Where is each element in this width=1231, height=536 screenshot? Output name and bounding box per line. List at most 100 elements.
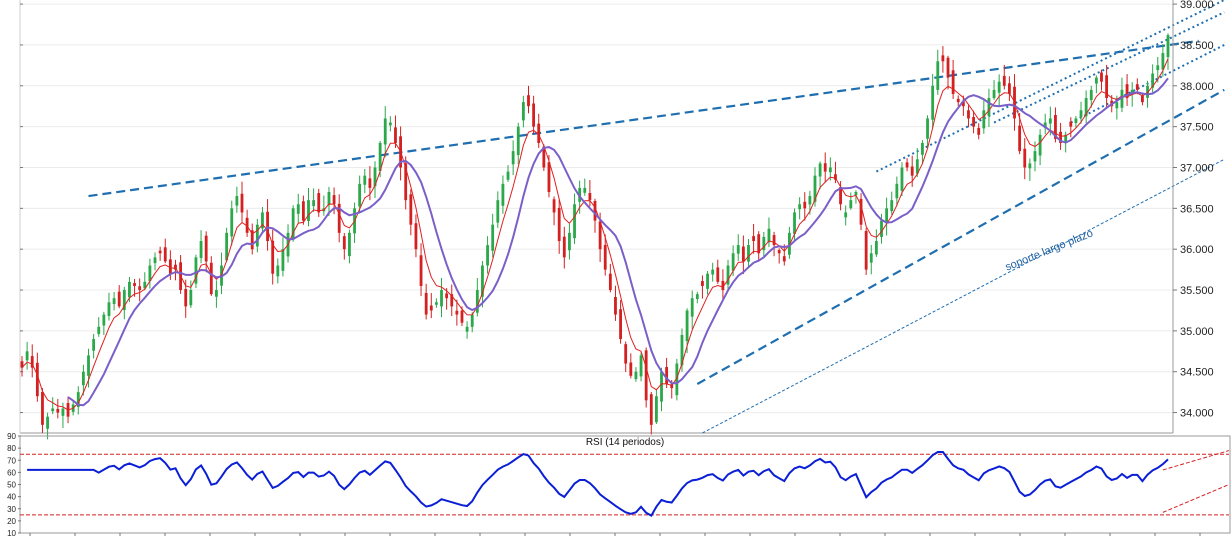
candle-body	[158, 250, 162, 254]
candle-body	[547, 162, 551, 192]
candle-body	[711, 269, 715, 275]
rsi-tick-label: 50	[7, 481, 16, 490]
candle-body	[629, 362, 633, 376]
candle-body	[537, 123, 541, 143]
candle-body	[215, 290, 218, 297]
candle-body	[404, 163, 408, 201]
candle-body	[516, 126, 520, 156]
candle-body	[649, 394, 653, 425]
candle-body	[992, 89, 996, 99]
candle-body	[455, 310, 459, 315]
trendline-5	[702, 158, 1225, 434]
candle-body	[573, 204, 576, 239]
rsi-tick-label: 40	[7, 493, 16, 502]
candle-body	[839, 187, 842, 205]
candle-body	[1115, 102, 1119, 109]
candle-body	[348, 232, 351, 257]
candle-body	[921, 142, 924, 155]
ema-fast-line	[21, 58, 1169, 411]
trendline-1	[696, 88, 1225, 385]
candle-body	[327, 191, 331, 205]
candle-body	[675, 363, 679, 396]
candle-body	[752, 236, 756, 242]
candle-body	[731, 253, 735, 271]
candle-body	[1023, 148, 1027, 168]
candle-body	[424, 292, 428, 315]
candle-body	[225, 232, 229, 261]
price-tick-label: 35.000	[1180, 326, 1214, 338]
candle-body	[148, 265, 152, 282]
candle-body	[624, 344, 628, 364]
candle-body	[1125, 84, 1129, 99]
candle-body	[255, 224, 259, 247]
candle-body	[199, 241, 203, 259]
candle-body	[1074, 118, 1078, 123]
candle-body	[1033, 151, 1037, 162]
candle-body	[240, 193, 244, 213]
candle-body	[834, 174, 837, 180]
price-tick-label: 36.500	[1180, 203, 1214, 215]
candle-body	[281, 249, 285, 271]
candle-body	[552, 199, 556, 213]
annotations: soporte largo plazo	[1004, 227, 1095, 273]
candle-body	[230, 208, 234, 237]
candle-body	[588, 193, 592, 201]
candle-body	[608, 273, 612, 291]
rsi-line	[27, 451, 1169, 517]
candle-body	[97, 326, 101, 334]
rsi-frame	[19, 435, 1231, 534]
price-tick-label: 37.500	[1180, 122, 1214, 134]
candle-body	[946, 57, 950, 78]
candle-body	[905, 162, 909, 168]
candle-body	[967, 110, 970, 119]
candle-body	[1059, 131, 1062, 143]
candle-body	[1151, 73, 1155, 88]
main-grid	[19, 0, 1173, 434]
candle-body	[598, 221, 602, 250]
candle-body	[76, 392, 80, 408]
rsi-tick-label: 10	[7, 529, 16, 536]
candle-body	[977, 127, 981, 135]
candle-body	[808, 196, 812, 205]
candle-body	[107, 302, 111, 317]
candle-body	[869, 253, 873, 263]
candle-body	[491, 224, 495, 251]
candle-body	[168, 259, 172, 274]
rsi-tick-label: 70	[7, 456, 16, 465]
trendlines	[88, 0, 1225, 434]
candle-body	[496, 200, 500, 223]
candle-body	[721, 280, 725, 291]
candle-body	[634, 371, 638, 380]
candle-body	[854, 191, 858, 196]
candle-body	[910, 166, 914, 176]
candle-body	[874, 241, 878, 255]
candle-body	[1089, 89, 1093, 101]
candle-body	[1064, 134, 1068, 144]
candle-body	[706, 273, 709, 289]
candle-body	[332, 195, 336, 205]
candle-body	[987, 98, 991, 116]
candle-body	[235, 196, 239, 206]
rsi-tick-label: 80	[7, 444, 16, 453]
candle-body	[823, 163, 827, 172]
candle-body	[593, 200, 597, 221]
candle-body	[1028, 163, 1032, 169]
sma-slow-line	[67, 77, 1169, 407]
price-axis: 34.000 34.500 35.000 35.500 36.000 36.500 37.0…	[1172, 0, 1214, 433]
candle-body	[1043, 122, 1047, 129]
candle-body	[511, 151, 515, 165]
candle-body	[475, 290, 479, 313]
candle-body	[143, 281, 147, 289]
candle-body	[757, 234, 761, 254]
candle-body	[414, 223, 418, 250]
candle-body	[133, 283, 136, 286]
candle-body	[583, 187, 587, 193]
candle-body	[562, 236, 566, 258]
candle-body	[1156, 65, 1160, 71]
candle-body	[1018, 125, 1022, 152]
candle-body	[1079, 110, 1083, 118]
candle-body	[1094, 77, 1098, 84]
candle-body	[128, 281, 131, 298]
